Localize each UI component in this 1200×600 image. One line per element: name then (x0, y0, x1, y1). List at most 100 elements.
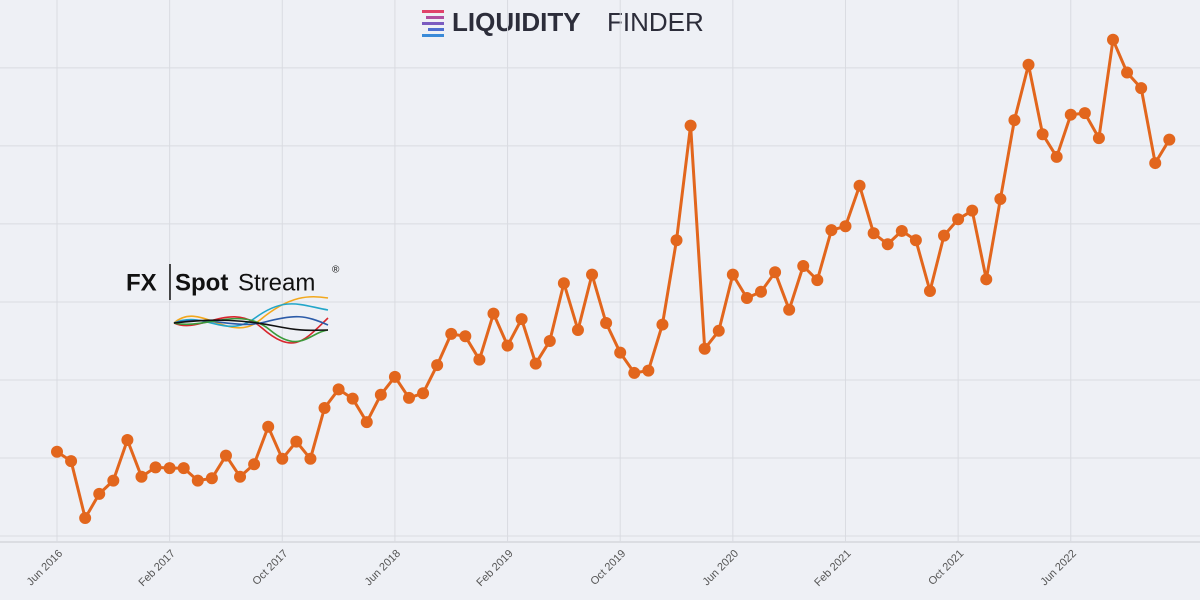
point (600, 317, 613, 330)
point (431, 359, 444, 372)
x-tick-label: Jun 2016 (25, 548, 65, 588)
point (388, 370, 401, 383)
x-tick-label: Jun 2018 (363, 548, 403, 588)
point (670, 234, 683, 247)
logo-mark: ® (332, 265, 340, 276)
logo: FX Spot Stream ® (126, 264, 340, 344)
point (966, 204, 979, 217)
point (698, 342, 711, 355)
point (740, 292, 753, 305)
point (712, 324, 725, 337)
x-tick-label: Feb 2017 (136, 548, 177, 589)
point (980, 273, 993, 286)
point (1022, 58, 1035, 71)
point (304, 452, 317, 465)
point (205, 472, 218, 485)
point (1036, 128, 1049, 141)
point (543, 334, 556, 347)
logo-waves (173, 295, 329, 344)
point (149, 461, 162, 474)
point (107, 474, 120, 487)
point (459, 330, 472, 343)
point (1008, 114, 1021, 127)
logo-bold: Spot (175, 269, 228, 296)
point (1135, 82, 1148, 95)
point (65, 455, 78, 468)
point (867, 227, 880, 240)
point (881, 238, 894, 251)
point (529, 357, 542, 370)
point (1050, 150, 1063, 163)
brand-light: FINDER (607, 7, 704, 37)
x-tick-label: Feb 2019 (474, 548, 515, 589)
point (121, 434, 134, 447)
point (234, 470, 247, 483)
brand-icon (422, 10, 444, 37)
point (994, 192, 1007, 205)
point (839, 220, 852, 233)
point (1121, 66, 1134, 79)
point (797, 260, 810, 273)
x-tick-label: Jun 2022 (1038, 548, 1078, 588)
point (515, 313, 528, 326)
point (1149, 157, 1162, 170)
point (642, 364, 655, 377)
point (318, 402, 331, 415)
point (909, 234, 922, 247)
point (755, 285, 767, 298)
point (938, 229, 951, 242)
point (614, 346, 627, 359)
point (656, 318, 669, 331)
point (276, 452, 289, 465)
point (417, 387, 430, 400)
point (628, 366, 641, 379)
point (1163, 133, 1176, 146)
x-tick-label: Oct 2017 (250, 548, 290, 588)
point (191, 474, 204, 487)
point (1092, 132, 1105, 145)
point (684, 119, 697, 132)
point (374, 388, 387, 401)
x-tick-label: Jun 2020 (701, 548, 741, 588)
point (487, 307, 500, 320)
point (811, 274, 824, 287)
x-tick-label: Oct 2021 (926, 548, 966, 588)
point (93, 487, 106, 500)
point (726, 268, 739, 281)
point (445, 327, 458, 340)
brand-bold: LIQUIDITY (452, 7, 581, 37)
x-tick-label: Oct 2019 (588, 548, 628, 588)
point (403, 391, 415, 404)
point (177, 462, 190, 475)
point (952, 213, 965, 226)
x-tick-label: Feb 2021 (812, 548, 853, 589)
point (557, 277, 570, 290)
brand: LIQUIDITY FINDER (422, 7, 704, 37)
point (79, 512, 92, 525)
point (290, 435, 303, 448)
logo-light: Stream (238, 269, 315, 296)
point (332, 383, 345, 396)
point (163, 462, 176, 475)
point (853, 179, 866, 192)
point (571, 324, 584, 337)
point (51, 445, 63, 458)
point (1107, 33, 1119, 46)
point (360, 416, 373, 429)
point (135, 470, 148, 483)
point (923, 285, 936, 298)
point (219, 449, 232, 462)
point (473, 353, 486, 366)
point (825, 224, 838, 237)
point (1078, 107, 1091, 120)
point (262, 420, 275, 433)
point (783, 303, 796, 316)
point (769, 266, 782, 279)
point (1064, 108, 1077, 121)
point (501, 339, 514, 352)
point (248, 458, 261, 471)
logo-prefix: FX (126, 269, 157, 296)
point (346, 392, 359, 405)
point (895, 224, 908, 237)
